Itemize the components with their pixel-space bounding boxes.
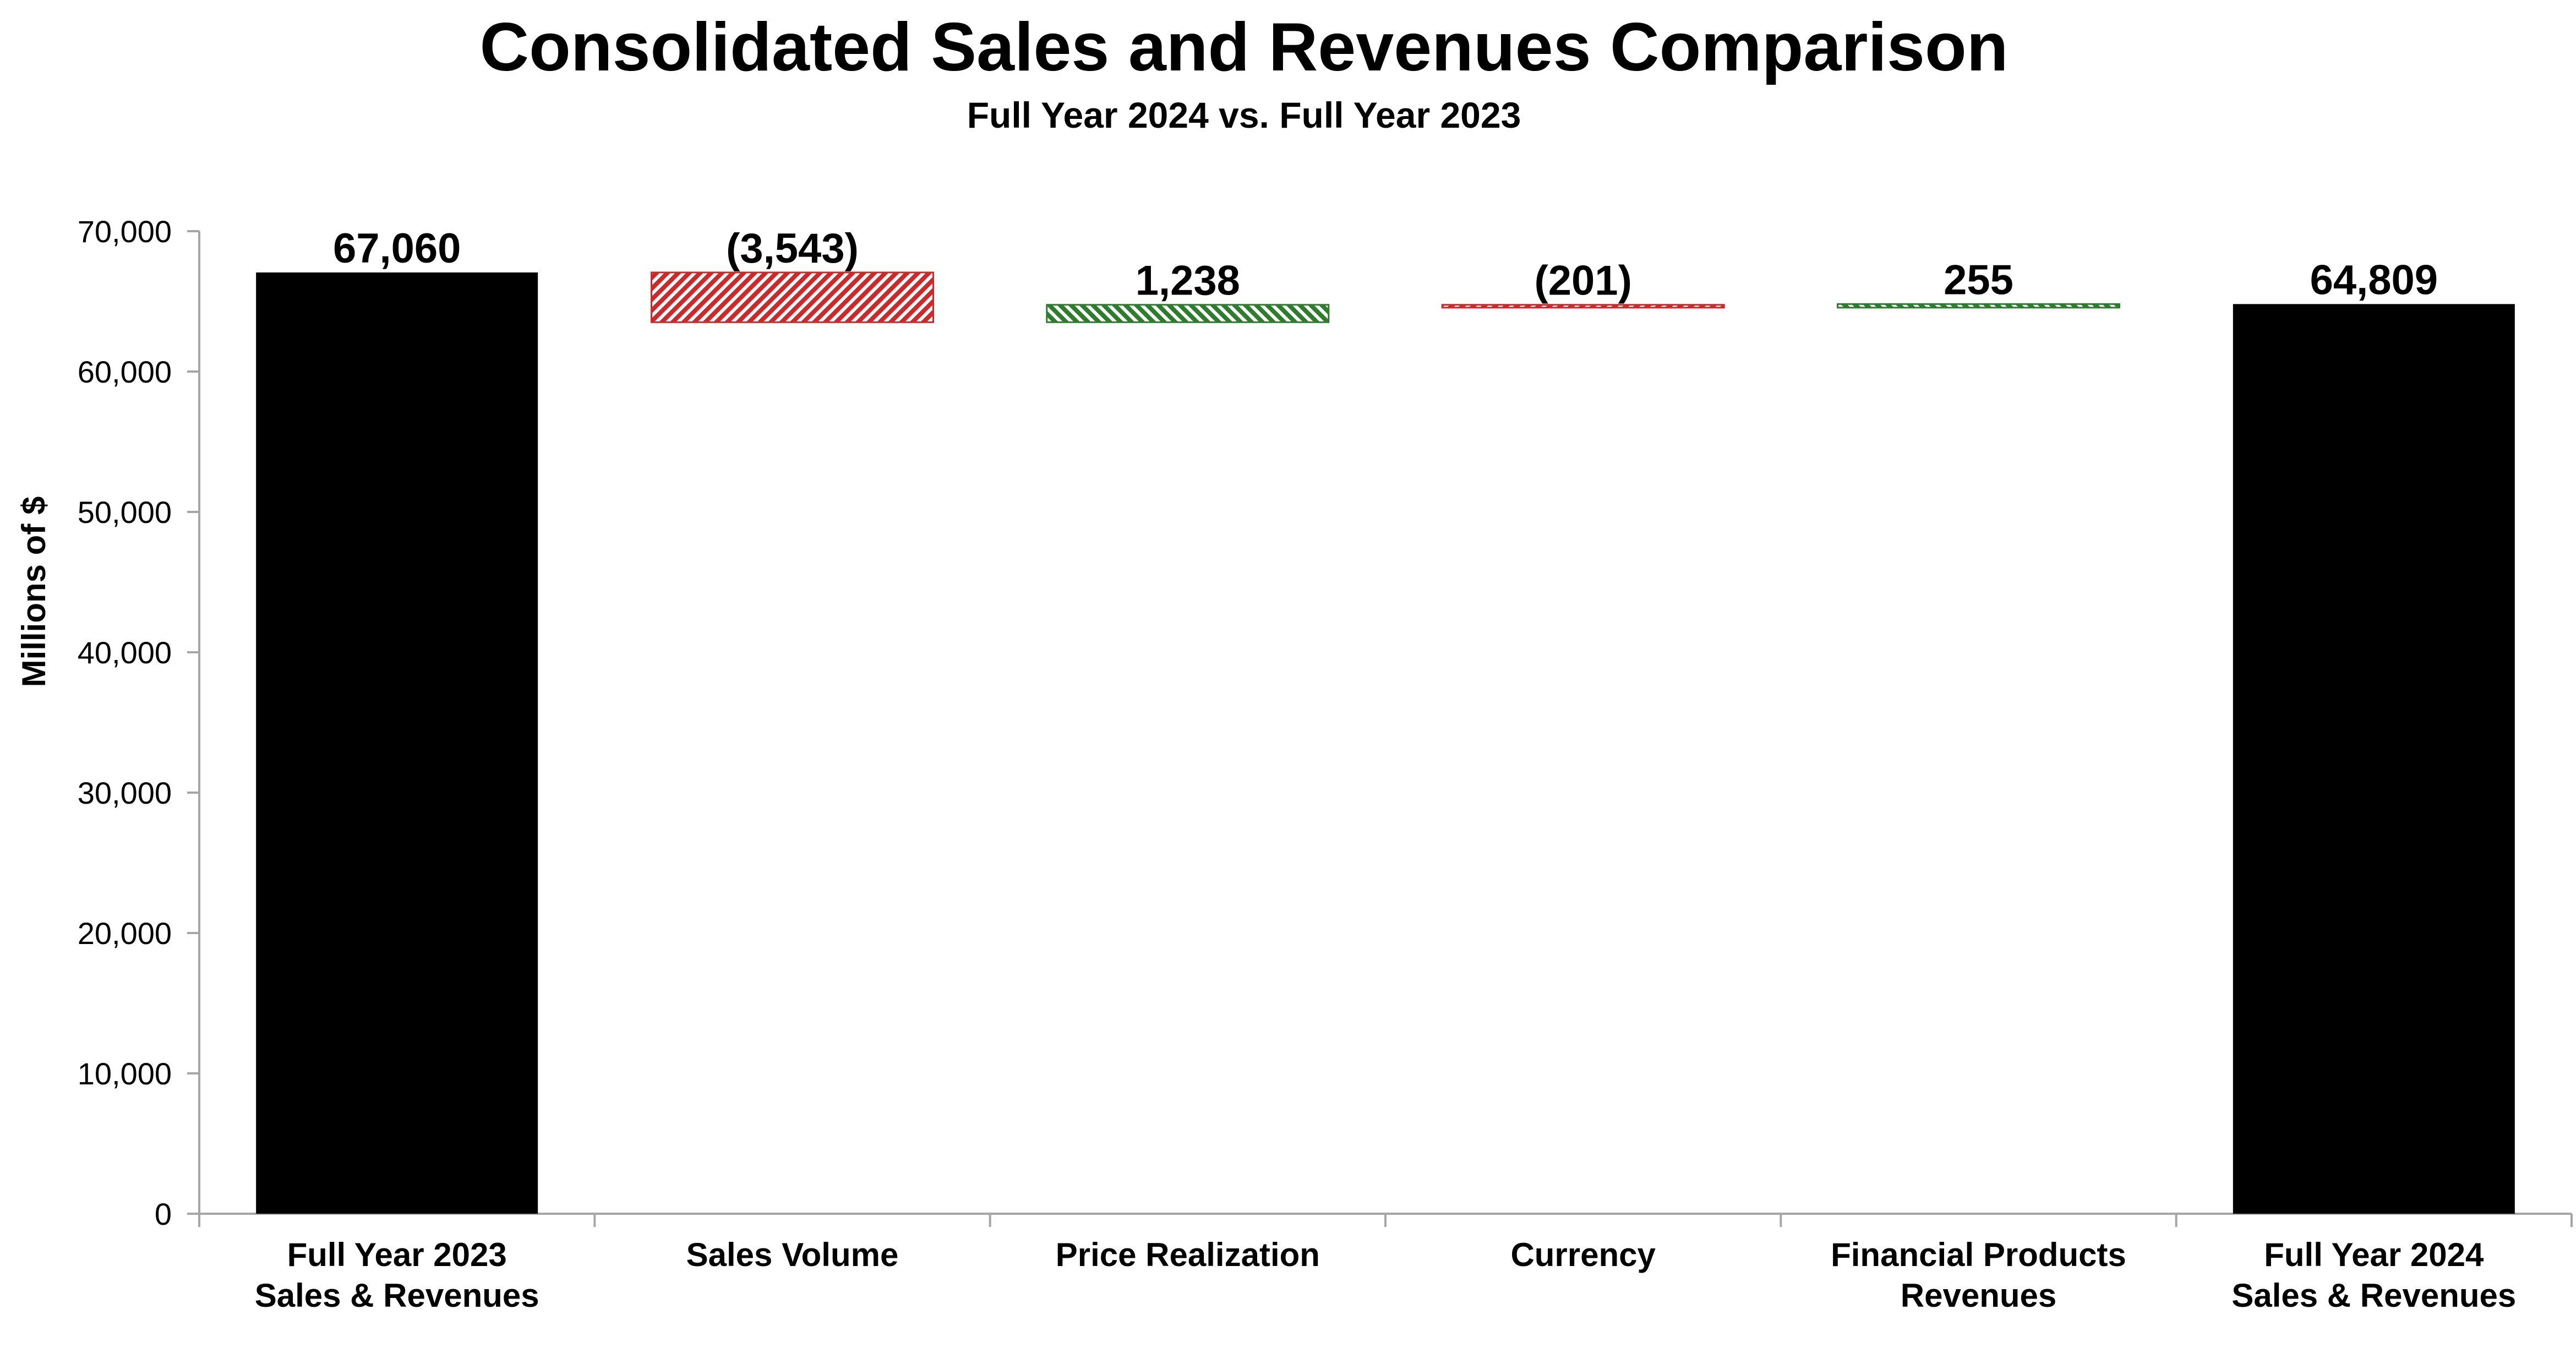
data-label: 255 bbox=[1944, 257, 2013, 303]
y-tick-label: 20,000 bbox=[78, 916, 172, 951]
chart-title: Consolidated Sales and Revenues Comparis… bbox=[480, 9, 2009, 85]
y-tick-label: 70,000 bbox=[78, 214, 172, 249]
data-label: 67,060 bbox=[333, 225, 461, 272]
x-tick-label: Full Year 2024 Sales & Revenues bbox=[2231, 1236, 2516, 1314]
bar-increase bbox=[1837, 303, 2120, 309]
x-tick-label: Price Realization bbox=[1056, 1236, 1320, 1273]
y-tick-label: 40,000 bbox=[78, 635, 172, 670]
x-tick-label: Currency bbox=[1510, 1236, 1656, 1273]
bar-decrease bbox=[1441, 304, 1725, 309]
y-tick-label: 50,000 bbox=[78, 495, 172, 530]
y-tick-label: 30,000 bbox=[78, 776, 172, 810]
x-tick-label: Financial Products Revenues bbox=[1831, 1236, 2126, 1314]
y-tick-label: 0 bbox=[155, 1197, 172, 1231]
bar-total bbox=[256, 272, 538, 1214]
x-tick-label: Sales Volume bbox=[686, 1236, 899, 1273]
data-label: (3,543) bbox=[726, 225, 859, 272]
y-axis-label: Millions of $ bbox=[15, 497, 52, 688]
bars bbox=[256, 271, 2515, 1214]
bar-total bbox=[2233, 304, 2515, 1214]
bar-increase bbox=[1046, 304, 1330, 323]
y-tick-label: 10,000 bbox=[78, 1056, 172, 1091]
bar-decrease bbox=[651, 271, 934, 323]
x-tick-label: Full Year 2023 Sales & Revenues bbox=[255, 1236, 539, 1314]
chart-subtitle: Full Year 2024 vs. Full Year 2023 bbox=[967, 95, 1521, 135]
data-labels: 67,060 (3,543) 1,238 (201) 255 64,809 bbox=[333, 225, 2438, 304]
y-tick-label: 60,000 bbox=[78, 354, 172, 389]
data-label: 64,809 bbox=[2310, 257, 2438, 303]
data-label: 1,238 bbox=[1136, 258, 1240, 304]
data-label: (201) bbox=[1534, 258, 1631, 304]
axes: 0 10,000 20,000 30,000 40,000 50,000 60,000 70,… bbox=[78, 214, 2573, 1314]
